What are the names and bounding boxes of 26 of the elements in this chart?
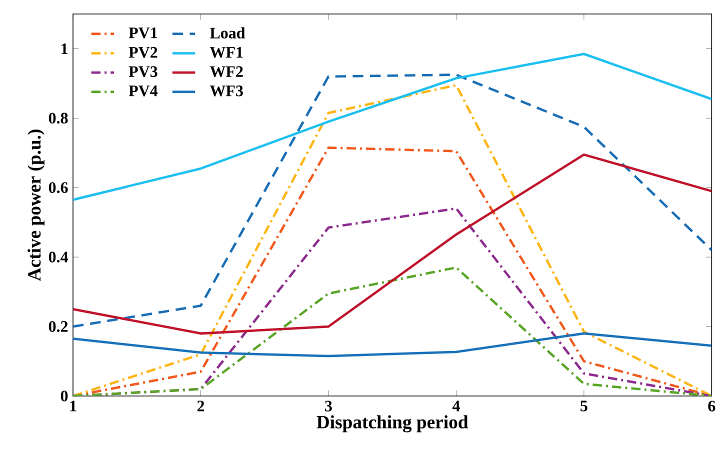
y-tick-label: 0 — [60, 390, 68, 402]
legend-label: WF1 — [210, 47, 243, 58]
line-series — [73, 153, 712, 335]
y-tick-label: 0.4 — [48, 252, 68, 263]
x-tick-label: 2 — [197, 400, 204, 412]
legend-label: PV3 — [128, 66, 158, 78]
y-tick-label: 0.2 — [48, 321, 68, 332]
y-tick-label: 1 — [62, 43, 68, 54]
line-series — [73, 84, 712, 396]
legend-label: Load — [210, 27, 246, 38]
legend-label: PV1 — [128, 28, 158, 38]
x-axis-title: Dispatching period — [316, 415, 468, 432]
x-tick-label: 4 — [452, 400, 460, 412]
y-tick-label: 0.6 — [48, 182, 68, 194]
x-tick-label: 3 — [325, 400, 332, 412]
line-series — [73, 332, 712, 358]
legend-label: WF2 — [210, 66, 243, 78]
y-axis-title: Active power (p.u.) — [28, 130, 44, 282]
line-series — [73, 266, 712, 396]
x-tick-label: 6 — [708, 400, 716, 412]
legend-label: PV4 — [128, 86, 158, 96]
x-tick-label: 1 — [70, 400, 76, 412]
y-tick-label: 0.8 — [48, 112, 68, 124]
legend-label: WF3 — [210, 86, 243, 96]
x-tick-label: 5 — [580, 400, 588, 412]
legend-label: PV2 — [128, 47, 158, 58]
